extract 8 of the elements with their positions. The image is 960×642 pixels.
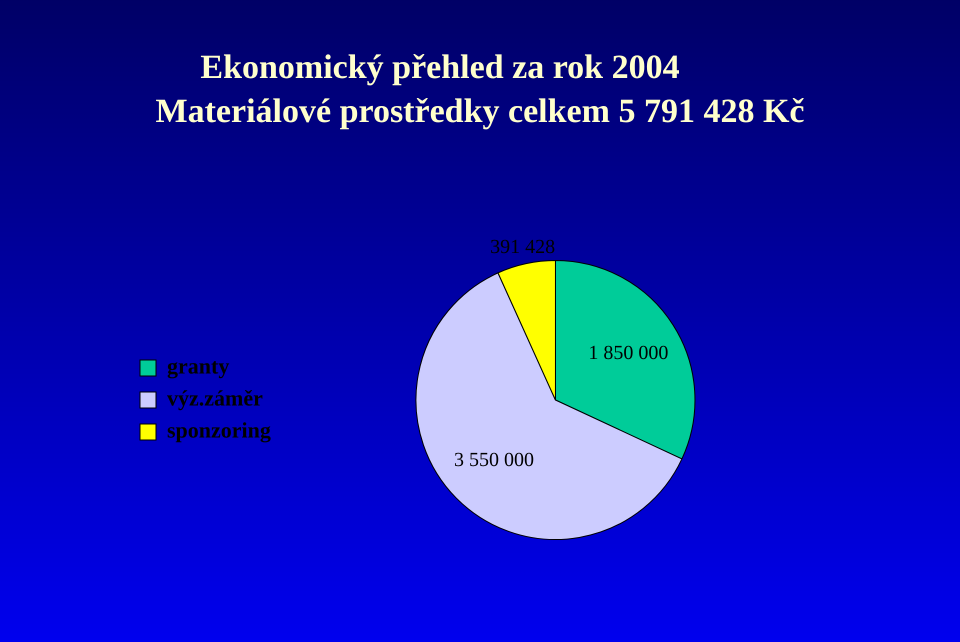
legend-label: sponzoring: [167, 418, 271, 443]
chart-subtitle: Materiálové prostředky celkem 5 791 428 Kč: [154, 92, 806, 132]
data-label: 391 428: [490, 236, 556, 258]
data-label: 1 850 000: [588, 342, 668, 364]
data-label: 3 550 000: [454, 449, 534, 472]
legend-label: granty: [167, 354, 230, 379]
chart-title: Ekonomický přehled za rok 2004: [199, 48, 681, 88]
legend-label: výz.záměr: [167, 386, 264, 411]
